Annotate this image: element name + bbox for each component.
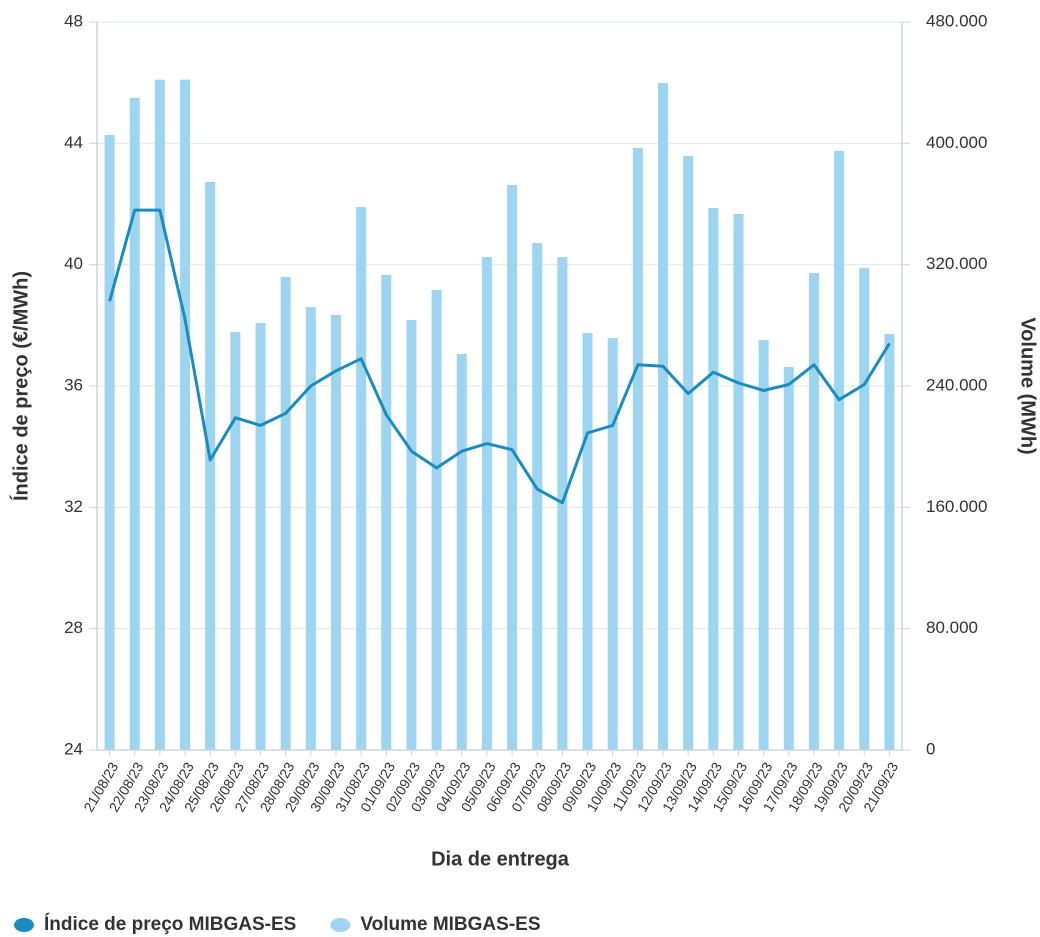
y2-tick-label: 160.000 (926, 497, 987, 516)
bar (330, 315, 341, 750)
bar (532, 242, 543, 750)
y-axis-title: Índice de preço (€/MWh) (9, 271, 32, 501)
bar (582, 332, 593, 750)
bar (456, 353, 467, 750)
bar (280, 276, 291, 750)
bar (708, 207, 719, 750)
bar (859, 268, 870, 750)
bar (129, 97, 140, 751)
y-tick-label: 32 (64, 497, 83, 516)
legend-text: Índice de preço MIBGAS-ES (44, 913, 296, 935)
bar (104, 134, 115, 750)
bar (683, 156, 694, 750)
bar (607, 338, 618, 750)
y-tick-label: 40 (64, 254, 83, 273)
y-tick-label: 48 (64, 11, 83, 30)
legend-marker (14, 918, 34, 932)
bar (180, 79, 191, 751)
y2-tick-label: 80.000 (926, 618, 978, 637)
legend-marker (330, 918, 351, 932)
bar (783, 367, 794, 750)
bar (481, 257, 492, 750)
y2-tick-label: 240.000 (926, 375, 987, 394)
y2-tick-label: 0 (926, 739, 935, 758)
bar (230, 332, 241, 750)
bar (431, 289, 442, 750)
y-tick-label: 28 (64, 618, 83, 637)
bar (834, 150, 845, 750)
bar (658, 82, 669, 751)
bar (305, 307, 316, 750)
bar (733, 214, 744, 750)
legend-text: Volume MIBGAS-ES (360, 914, 540, 935)
y2-tick-label: 320.000 (926, 254, 987, 273)
bar (154, 79, 165, 751)
bar (507, 185, 518, 750)
y2-axis-title: Volume (MWh) (1017, 317, 1039, 454)
legend-item: Volume MIBGAS-ES (330, 914, 541, 935)
bar (758, 340, 769, 750)
y2-tick-label: 400.000 (926, 133, 987, 152)
bar (632, 147, 643, 751)
legend-item: Índice de preço MIBGAS-ES (14, 913, 296, 935)
bar (255, 323, 266, 750)
bar (356, 207, 367, 751)
y-tick-label: 44 (64, 133, 83, 152)
bar (406, 320, 417, 750)
bar (381, 274, 392, 750)
y-tick-label: 24 (64, 739, 83, 758)
y2-tick-label: 480.000 (926, 11, 987, 30)
y-tick-label: 36 (64, 375, 83, 394)
bar (808, 273, 819, 750)
bar (884, 333, 895, 750)
bar (205, 182, 216, 751)
line (108, 208, 891, 505)
x-axis-title: Dia de entrega (431, 848, 570, 870)
